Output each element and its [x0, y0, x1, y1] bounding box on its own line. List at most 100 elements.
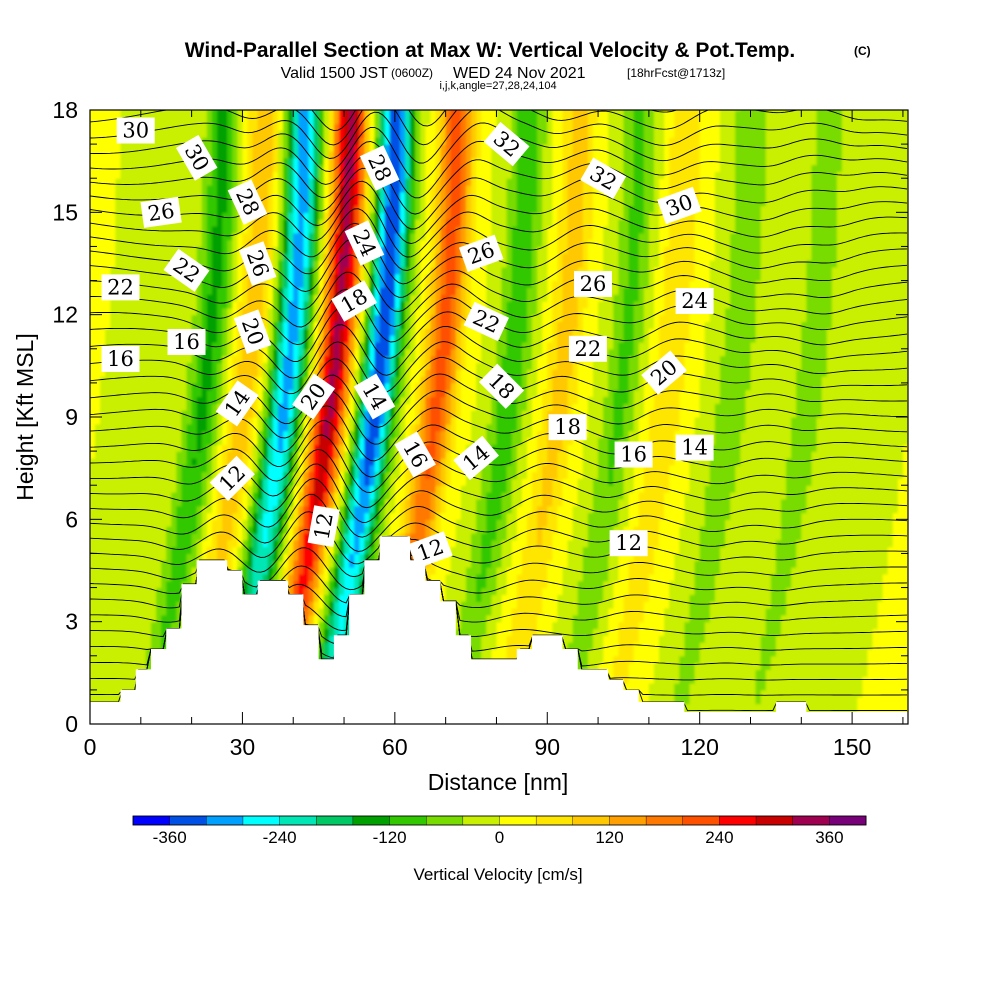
velocity-cell	[791, 635, 797, 643]
velocity-cell	[135, 628, 142, 636]
velocity-cell	[105, 676, 111, 684]
velocity-cell	[760, 553, 767, 561]
velocity-cell	[755, 512, 762, 520]
velocity-cell	[897, 567, 904, 575]
velocity-cell	[481, 635, 487, 643]
velocity-cell	[882, 587, 889, 595]
velocity-cell	[374, 553, 381, 561]
velocity-cell	[684, 532, 691, 541]
velocity-cell	[841, 669, 848, 677]
velocity-cell	[450, 573, 457, 582]
velocity-cell	[780, 648, 787, 657]
velocity-cell	[476, 628, 482, 636]
velocity-cell	[643, 676, 650, 684]
velocity-cell	[841, 587, 848, 595]
velocity-cell	[420, 532, 426, 541]
velocity-cell	[95, 683, 101, 691]
velocity-cell	[293, 519, 299, 527]
velocity-cell	[349, 573, 355, 582]
velocity-cell	[841, 608, 848, 616]
velocity-cell	[283, 560, 289, 568]
velocity-cell	[740, 648, 747, 657]
velocity-cell	[506, 553, 513, 561]
velocity-cell	[125, 614, 132, 623]
velocity-cell	[882, 580, 889, 589]
velocity-cell	[150, 553, 157, 561]
velocity-cell	[100, 519, 106, 527]
velocity-cell	[745, 594, 752, 602]
velocity-cell	[445, 560, 452, 568]
velocity-cell	[618, 553, 625, 561]
velocity-cell	[603, 526, 609, 534]
velocity-cell	[730, 553, 736, 561]
velocity-cell	[694, 560, 701, 568]
velocity-cell	[714, 655, 721, 664]
velocity-cell	[760, 532, 767, 541]
velocity-cell	[532, 628, 538, 636]
velocity-cell	[780, 580, 787, 589]
velocity-cell	[669, 608, 675, 616]
velocity-cell	[826, 703, 833, 711]
velocity-cell	[847, 539, 853, 548]
velocity-cell	[643, 560, 650, 568]
velocity-cell	[897, 683, 904, 691]
velocity-cell	[628, 594, 635, 602]
velocity-cell	[100, 689, 106, 698]
velocity-cell	[674, 608, 680, 616]
velocity-cell	[852, 648, 858, 657]
velocity-cell	[90, 594, 96, 602]
velocity-cell	[780, 642, 787, 650]
velocity-cell	[562, 628, 569, 636]
velocity-cell	[897, 539, 904, 548]
velocity-cell	[598, 512, 604, 520]
velocity-cell	[826, 539, 833, 548]
velocity-cell	[105, 594, 111, 602]
velocity-cell	[521, 567, 528, 575]
velocity-cell	[709, 573, 716, 582]
velocity-cell	[532, 567, 538, 575]
velocity-cell	[653, 601, 660, 609]
velocity-cell	[471, 642, 477, 650]
velocity-cell	[831, 689, 838, 698]
velocity-cell	[516, 539, 523, 548]
velocity-cell	[140, 601, 147, 609]
velocity-cell	[333, 532, 340, 541]
velocity-cell	[745, 601, 752, 609]
velocity-cell	[740, 573, 747, 582]
velocity-cell	[735, 512, 741, 520]
velocity-cell	[770, 703, 777, 711]
velocity-cell	[105, 621, 111, 630]
velocity-cell	[547, 621, 553, 630]
velocity-cell	[110, 621, 116, 630]
velocity-cell	[516, 628, 523, 636]
velocity-cell	[796, 519, 802, 527]
velocity-cell	[623, 601, 630, 609]
velocity-cell	[344, 601, 350, 609]
velocity-cell	[587, 662, 594, 671]
velocity-cell	[816, 601, 823, 609]
velocity-cell	[841, 614, 848, 623]
velocity-cell	[755, 594, 762, 602]
velocity-cell	[105, 526, 111, 534]
velocity-cell	[95, 594, 101, 602]
velocity-cell	[872, 662, 879, 671]
velocity-cell	[176, 553, 183, 561]
velocity-cell	[826, 573, 833, 582]
velocity-cell	[526, 519, 533, 527]
velocity-cell	[359, 587, 365, 595]
velocity-cell	[872, 696, 879, 705]
velocity-cell	[120, 642, 127, 650]
velocity-cell	[801, 683, 807, 691]
velocity-cell	[562, 635, 569, 643]
velocity-cell	[760, 567, 767, 575]
velocity-cell	[796, 642, 802, 650]
velocity-cell	[150, 594, 157, 602]
velocity-cell	[247, 539, 254, 548]
velocity-cell	[308, 601, 315, 609]
velocity-cell	[537, 573, 543, 582]
velocity-cell	[232, 519, 238, 527]
velocity-cell	[852, 669, 858, 677]
velocity-cell	[130, 539, 137, 548]
velocity-cell	[679, 560, 686, 568]
velocity-cell	[567, 642, 574, 650]
